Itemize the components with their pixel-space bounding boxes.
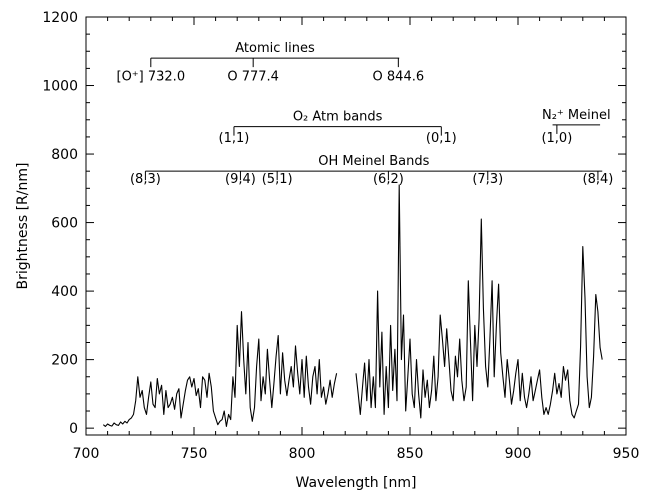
spectrum-series (102, 184, 603, 427)
spectrum-line (102, 311, 338, 427)
annotation-label: (7,3) (472, 172, 503, 187)
y-tick-label: 200 (51, 353, 78, 369)
annotation-label: O 777.4 (227, 69, 279, 84)
y-tick-label: 400 (51, 284, 78, 300)
y-axis-title: Brightness [R/nm] (15, 163, 31, 290)
spectrum-line (355, 184, 603, 419)
annotation-label: (6,2) (373, 172, 404, 187)
tick-labels: 700 750 800 850 900 950 0 200 400 600 800 1000 1200 (42, 10, 639, 462)
x-tick-label: 900 (505, 446, 532, 462)
x-axis-title: Wavelength [nm] (296, 475, 417, 491)
annotation-label: (8,4) (583, 172, 614, 187)
annotation-title: O₂ Atm bands (293, 110, 383, 125)
x-tick-label: 850 (397, 446, 424, 462)
plot-frame (85, 16, 627, 436)
annotation-label: (8,3) (130, 172, 161, 187)
x-tick-label: 950 (613, 446, 640, 462)
x-tick-label: 800 (289, 446, 316, 462)
axis-ticks (85, 16, 627, 435)
band-annotations: Atomic lines [O⁺] 732.0 O 777.4 O 844.6 O₂ A… (117, 41, 614, 187)
x-tick-label: 750 (181, 446, 208, 462)
annotation-title: Atomic lines (235, 41, 315, 56)
y-tick-label: 0 (69, 421, 78, 437)
annotation-label: (1,0) (541, 131, 572, 146)
y-tick-label: 600 (51, 216, 78, 232)
annotation-label: (9,4) (225, 172, 256, 187)
annotation-title: N₂⁺ Meinel (542, 108, 611, 123)
y-tick-label: 1000 (42, 79, 78, 95)
annotation-label: [O⁺] 732.0 (117, 69, 186, 84)
annotation-label: (0,1) (426, 131, 457, 146)
y-tick-label: 800 (51, 147, 78, 163)
annotation-label: (1,1) (219, 131, 250, 146)
x-tick-label: 700 (73, 446, 100, 462)
annotation-label: O 844.6 (373, 69, 425, 84)
annotation-label: (5,1) (262, 172, 293, 187)
y-tick-label: 1200 (42, 10, 78, 26)
annotation-title: OH Meinel Bands (318, 154, 429, 169)
